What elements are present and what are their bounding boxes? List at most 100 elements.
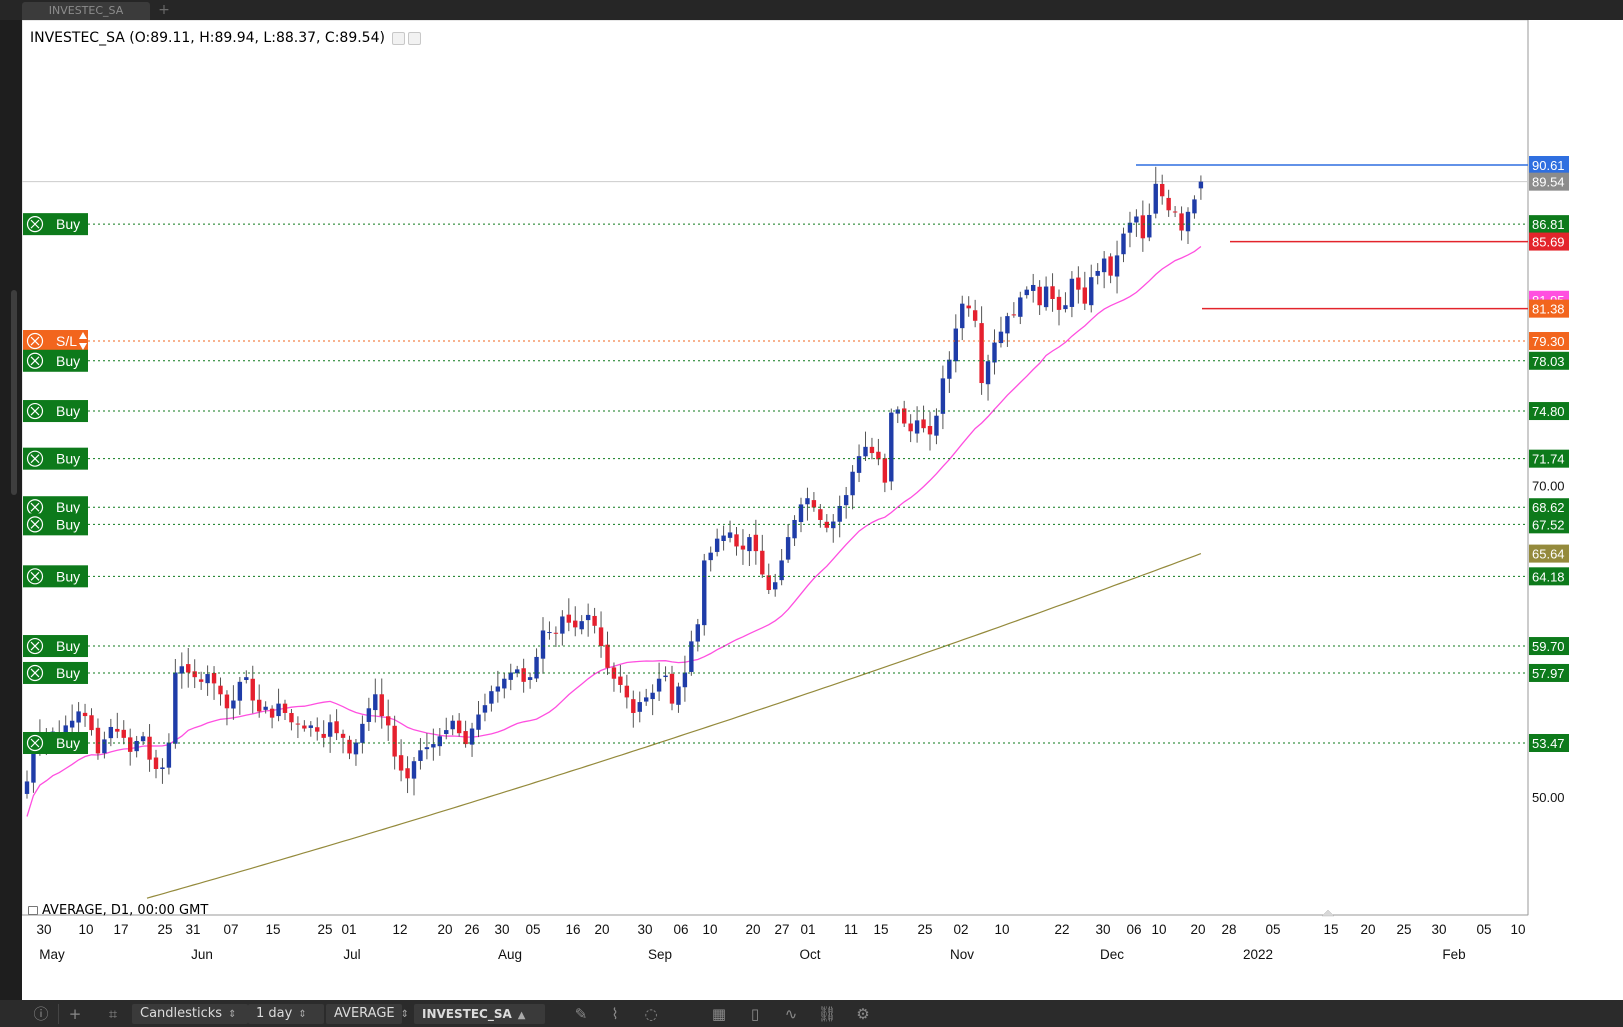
- candle-body: [1166, 197, 1171, 211]
- candle-body: [644, 697, 649, 702]
- candle-body: [482, 705, 488, 713]
- lock-icon[interactable]: [28, 906, 38, 915]
- price-tag: 89.54: [1529, 172, 1569, 191]
- candle-body: [792, 519, 797, 539]
- price-axis-label: 70.00: [1532, 479, 1565, 494]
- buy-order[interactable]: Buy: [23, 213, 88, 236]
- crop-icon[interactable]: ⌗: [108, 1005, 118, 1023]
- templates-icon[interactable]: ▯: [750, 1005, 760, 1023]
- candle-body: [856, 456, 862, 473]
- buy-order[interactable]: Buy: [23, 513, 88, 536]
- cancel-order-icon[interactable]: [26, 516, 44, 533]
- price-tag-text: 79.30: [1532, 334, 1565, 349]
- settings-gear-icon[interactable]: ⚙: [856, 1005, 870, 1023]
- timeframe-select[interactable]: 1 day ⇕: [248, 1004, 324, 1024]
- cancel-order-icon[interactable]: [26, 352, 44, 369]
- candle-body: [224, 694, 230, 709]
- candle-body: [308, 725, 313, 728]
- time-axis-day-label: 20: [594, 922, 609, 937]
- candle-body: [540, 630, 546, 659]
- price-tag: 57.97: [1529, 663, 1569, 682]
- candle-body: [618, 676, 623, 685]
- candle-body: [166, 742, 172, 768]
- buy-order[interactable]: Buy: [23, 349, 88, 372]
- candle-body: [1198, 181, 1204, 189]
- line-chart-icon[interactable]: ∿: [784, 1005, 798, 1023]
- cancel-order-icon[interactable]: [26, 402, 44, 420]
- chart-area[interactable]: Buy S/L Buy Buy Buy Buy Buy Buy Buy Buy Buy 70.00 50…: [22, 20, 1623, 1000]
- legend-close-icon[interactable]: [408, 31, 422, 45]
- candle-body: [121, 729, 126, 738]
- candle-body: [1056, 296, 1062, 310]
- cancel-order-icon[interactable]: [26, 568, 44, 585]
- buy-order[interactable]: Buy: [23, 731, 88, 754]
- crosshair-icon[interactable]: +: [68, 1005, 82, 1023]
- info-icon[interactable]: ⓘ: [33, 1005, 49, 1023]
- candle-body: [89, 715, 94, 731]
- candle-body: [766, 575, 771, 591]
- link-icon[interactable]: ⛓: [817, 1005, 837, 1023]
- new-tab-button[interactable]: +: [158, 2, 170, 18]
- price-tag-text: 74.80: [1532, 404, 1565, 419]
- cancel-order-icon[interactable]: [26, 332, 44, 350]
- candle-body: [327, 722, 333, 737]
- cancel-order-icon[interactable]: [26, 450, 44, 467]
- candle-body: [1147, 214, 1152, 238]
- candle-body: [934, 415, 939, 436]
- tab-investec-sa[interactable]: INVESTEC_SA: [22, 2, 150, 20]
- candle-body: [734, 534, 739, 547]
- cancel-order-icon[interactable]: [26, 734, 44, 752]
- candle-body: [960, 303, 965, 329]
- time-axis-month-label: Feb: [1442, 947, 1465, 962]
- price-tag-text: 65.64: [1532, 547, 1565, 562]
- candle-body: [179, 666, 184, 674]
- candle-body: [811, 500, 817, 508]
- time-axis-day-label: 25: [317, 922, 332, 937]
- stop-loss-order[interactable]: S/L: [23, 330, 88, 353]
- pencil-icon[interactable]: ✎: [574, 1005, 588, 1023]
- brush-icon[interactable]: ⌇: [611, 1005, 619, 1023]
- candle-body: [302, 725, 307, 729]
- candles: [24, 166, 1204, 799]
- candle-body: [102, 739, 107, 754]
- cancel-order-icon[interactable]: [26, 664, 44, 682]
- chart-type-select[interactable]: Candlesticks ⇕: [132, 1004, 248, 1024]
- candle-body: [1069, 278, 1075, 307]
- buy-order[interactable]: Buy: [23, 496, 88, 519]
- price-chart[interactable]: BuyS/LBuyBuyBuyBuyBuyBuyBuyBuyBuy70.0050…: [22, 20, 1623, 1000]
- candle-body: [1134, 216, 1139, 223]
- time-axis-day-label: 30: [637, 922, 652, 937]
- scrollbar-handle[interactable]: [11, 290, 17, 495]
- buy-order[interactable]: Buy: [23, 447, 88, 470]
- candle-body: [31, 742, 36, 783]
- time-axis-day-label: 06: [1126, 922, 1141, 937]
- time-axis-day-label: 05: [1476, 922, 1491, 937]
- candle-body: [353, 742, 359, 755]
- buy-order[interactable]: Buy: [23, 400, 88, 423]
- candle-body: [985, 361, 991, 385]
- buy-order[interactable]: Buy: [23, 635, 88, 658]
- timeframe-value: 1 day: [256, 1006, 293, 1021]
- time-axis-month-label: Nov: [950, 947, 974, 962]
- select-arrow-icon: ⇕: [228, 1009, 237, 1020]
- candle-body: [502, 678, 507, 689]
- candle-body: [515, 669, 520, 674]
- candle-body: [953, 328, 958, 362]
- buy-order[interactable]: Buy: [23, 661, 88, 684]
- legend-settings-icon[interactable]: [392, 31, 406, 45]
- candle-body: [972, 310, 978, 321]
- layout-grid-icon[interactable]: ▦: [711, 1005, 727, 1023]
- indicator-select[interactable]: AVERAGE ⇕: [326, 1004, 409, 1024]
- time-axis-day-label: 10: [1510, 922, 1525, 937]
- cancel-order-icon[interactable]: [26, 216, 44, 233]
- candle-body: [392, 725, 397, 757]
- price-axis-label: 50.00: [1532, 790, 1565, 805]
- select-arrow-icon: ▲: [517, 1010, 526, 1021]
- candle-body: [456, 720, 462, 734]
- symbol-select[interactable]: INVESTEC_SA ▲: [414, 1004, 545, 1024]
- cancel-order-icon[interactable]: [26, 637, 44, 655]
- price-tag-text: 86.81: [1532, 217, 1565, 232]
- buy-order[interactable]: Buy: [23, 565, 88, 588]
- time-axis-day-label: 30: [1095, 922, 1110, 937]
- hide-icon[interactable]: ◌: [644, 1005, 658, 1023]
